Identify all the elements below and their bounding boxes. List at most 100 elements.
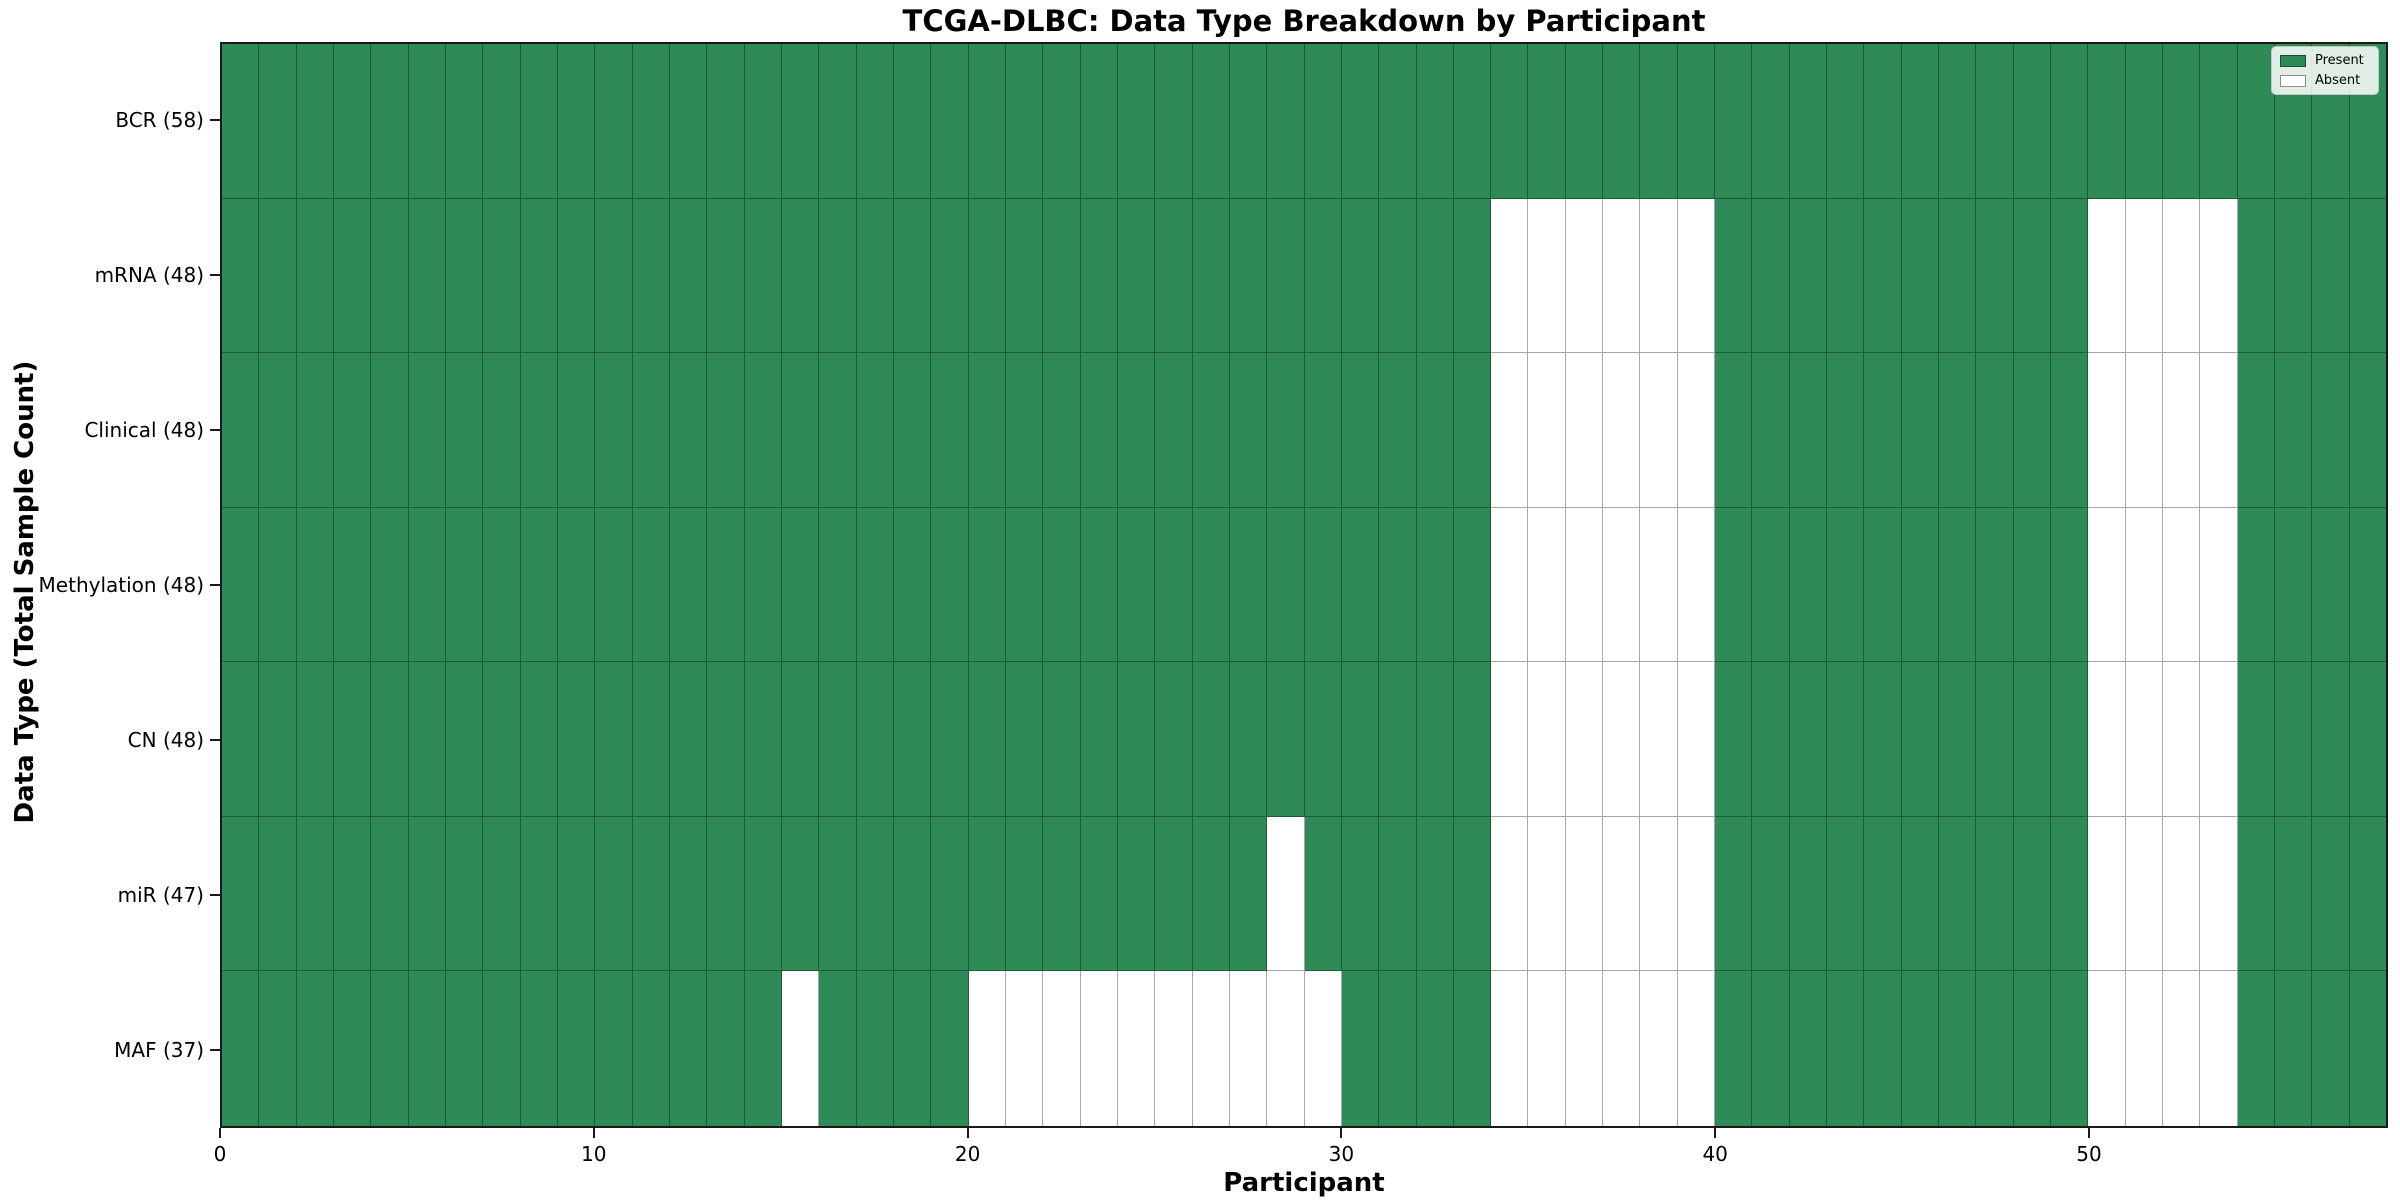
heatmap-cell	[1752, 662, 1790, 817]
heatmap-cell	[1379, 353, 1417, 508]
heatmap-cell	[2013, 353, 2052, 508]
heatmap-cell	[1528, 507, 1566, 663]
heatmap-cell	[1677, 353, 1716, 508]
heatmap-cell	[445, 816, 484, 972]
x-axis-title: Participant	[1223, 1168, 1385, 1198]
heatmap-cell	[557, 971, 596, 1127]
x-tick-mark	[966, 1128, 969, 1138]
heatmap-cell	[1827, 353, 1865, 508]
heatmap-row-BCR	[222, 44, 2387, 199]
heatmap-row-miR	[222, 816, 2387, 972]
heatmap-cell	[1752, 507, 1790, 663]
heatmap-cell	[1789, 816, 1828, 972]
heatmap-cell	[1043, 507, 1081, 663]
legend-entry-absent: Absent	[2280, 73, 2370, 88]
heatmap-cell	[1603, 353, 1641, 508]
heatmap-cell	[1565, 662, 1604, 817]
heatmap-cell	[1043, 662, 1081, 817]
heatmap-cell	[1043, 198, 1081, 354]
y-tick-mark	[210, 894, 220, 897]
heatmap-cell	[445, 971, 484, 1127]
heatmap-cell	[1192, 198, 1230, 354]
heatmap-cell	[2051, 971, 2089, 1127]
legend-entry-present: Present	[2280, 53, 2370, 68]
heatmap-cell	[1117, 507, 1156, 663]
heatmap-cell	[1379, 662, 1417, 817]
heatmap-cell	[445, 44, 484, 199]
heatmap-cell	[1117, 662, 1156, 817]
heatmap-cell	[2163, 662, 2201, 817]
y-tick-mark	[210, 1049, 220, 1052]
heatmap-cell	[1603, 198, 1641, 354]
heatmap-cell	[2275, 662, 2313, 817]
heatmap-cell	[222, 971, 260, 1127]
heatmap-cell	[1864, 816, 1902, 972]
heatmap-cell	[2200, 662, 2238, 817]
heatmap-cell	[1080, 971, 1118, 1127]
heatmap-cell	[1864, 662, 1902, 817]
heatmap-cell	[1789, 971, 1828, 1127]
heatmap-cell	[819, 353, 857, 508]
heatmap-cell	[2125, 662, 2164, 817]
heatmap-cell	[296, 662, 334, 817]
heatmap-cell	[2088, 44, 2126, 199]
heatmap-cell	[296, 198, 334, 354]
y-tick-mark	[210, 118, 220, 121]
heatmap-cell	[1304, 198, 1342, 354]
y-tick-label-CN: CN (48)	[127, 728, 204, 753]
heatmap-cell	[333, 816, 372, 972]
heatmap-cell	[2312, 662, 2350, 817]
heatmap-cell	[557, 662, 596, 817]
heatmap-cell	[707, 816, 745, 972]
heatmap-cell	[1005, 662, 1044, 817]
heatmap-cell	[968, 198, 1006, 354]
heatmap-cell	[1080, 198, 1118, 354]
heatmap-cell	[2200, 198, 2238, 354]
heatmap-cell	[1379, 44, 1417, 199]
heatmap-cell	[1827, 971, 1865, 1127]
heatmap-cell	[744, 507, 782, 663]
heatmap-cell	[1491, 198, 1529, 354]
heatmap-cell	[2200, 816, 2238, 972]
heatmap-cell	[1341, 971, 1380, 1127]
heatmap-cell	[2200, 507, 2238, 663]
heatmap-cell	[632, 44, 670, 199]
y-tick-label-MAF: MAF (37)	[114, 1038, 204, 1063]
heatmap-cell	[1528, 971, 1566, 1127]
heatmap-cell	[893, 44, 932, 199]
heatmap-cell	[1715, 971, 1753, 1127]
heatmap-cell	[1005, 198, 1044, 354]
heatmap-cell	[1192, 662, 1230, 817]
absent-swatch-icon	[2280, 74, 2306, 87]
legend-label-absent: Absent	[2315, 73, 2361, 88]
heatmap-cell	[2275, 507, 2313, 663]
heatmap-cell	[520, 662, 558, 817]
present-swatch-icon	[2280, 54, 2306, 67]
heatmap-cell	[2125, 353, 2164, 508]
heatmap-cell	[1005, 507, 1044, 663]
heatmap-cell	[1752, 44, 1790, 199]
heatmap-cell	[1304, 662, 1342, 817]
y-tick-mark	[210, 739, 220, 742]
heatmap-cell	[1939, 353, 1977, 508]
heatmap-cell	[1677, 44, 1716, 199]
heatmap-cell	[1976, 816, 2014, 972]
heatmap-cell	[1229, 353, 1268, 508]
heatmap-cell	[2237, 198, 2276, 354]
heatmap-cell	[669, 971, 708, 1127]
heatmap-cell	[856, 816, 894, 972]
y-tick-mark	[210, 584, 220, 586]
heatmap-cell	[1640, 353, 1678, 508]
heatmap-cell	[1565, 816, 1604, 972]
heatmap-cell	[520, 353, 558, 508]
heatmap-cell	[520, 816, 558, 972]
heatmap-cell	[1565, 353, 1604, 508]
heatmap-cell	[1453, 507, 1492, 663]
heatmap-cell	[669, 353, 708, 508]
heatmap-cell	[893, 198, 932, 354]
heatmap-cell	[1155, 44, 1193, 199]
heatmap-cell	[333, 44, 372, 199]
heatmap-cell	[1453, 816, 1492, 972]
heatmap-cell	[483, 816, 521, 972]
heatmap-cell	[2237, 971, 2276, 1127]
